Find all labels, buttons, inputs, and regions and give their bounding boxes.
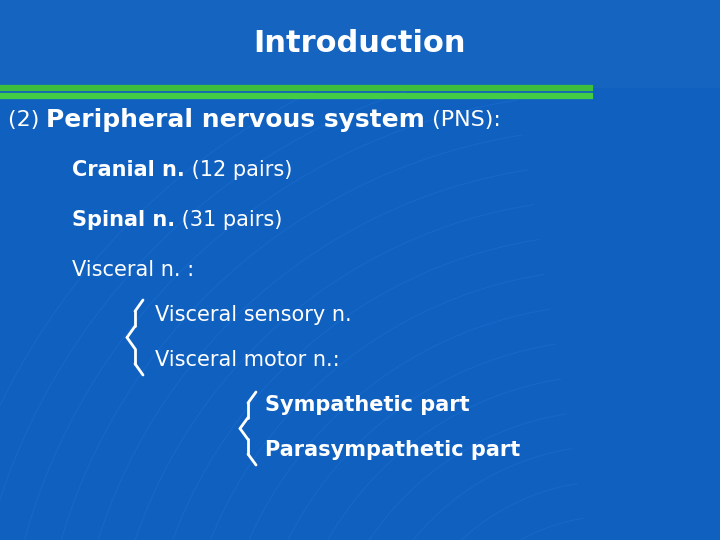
Text: (31 pairs): (31 pairs) xyxy=(175,210,282,230)
Text: Visceral n. :: Visceral n. : xyxy=(72,260,194,280)
Text: Introduction: Introduction xyxy=(253,30,467,58)
Text: (PNS):: (PNS): xyxy=(426,110,501,130)
Text: (12 pairs): (12 pairs) xyxy=(185,160,292,180)
Text: Peripheral nervous system: Peripheral nervous system xyxy=(47,108,426,132)
Text: Cranial n.: Cranial n. xyxy=(72,160,185,180)
Text: Visceral sensory n.: Visceral sensory n. xyxy=(155,305,351,325)
Text: (2): (2) xyxy=(8,110,47,130)
FancyBboxPatch shape xyxy=(0,0,720,88)
Text: Parasympathetic part: Parasympathetic part xyxy=(265,440,521,460)
Text: Sympathetic part: Sympathetic part xyxy=(265,395,469,415)
Text: Spinal n.: Spinal n. xyxy=(72,210,175,230)
Text: Visceral motor n.:: Visceral motor n.: xyxy=(155,350,340,370)
